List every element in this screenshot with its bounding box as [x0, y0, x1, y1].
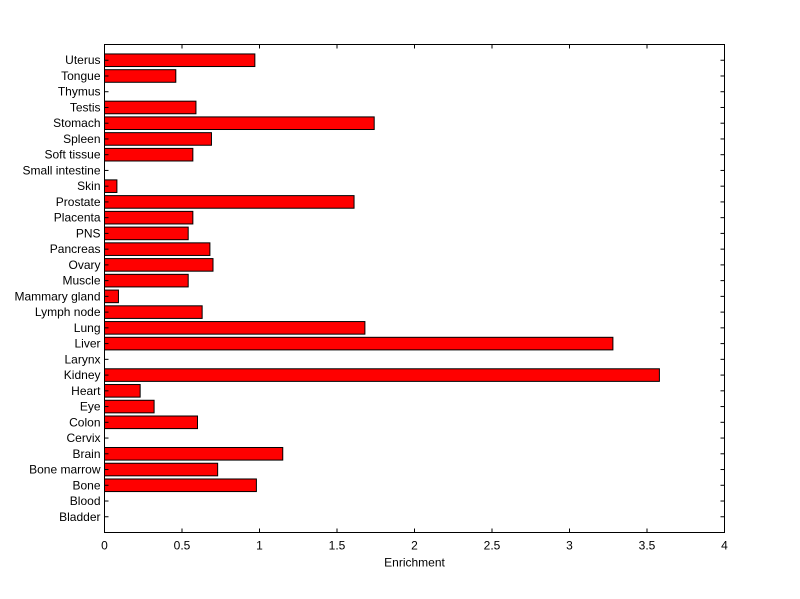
bar-prostate — [104, 195, 355, 209]
x-tick-label-0: 0 — [101, 539, 108, 553]
y-tick-label-muscle: Muscle — [62, 274, 100, 288]
y-tick-label-larynx: Larynx — [64, 352, 100, 366]
x-tick-label-6: 3 — [566, 539, 573, 553]
bar-pancreas — [104, 242, 211, 256]
bar-pns — [104, 226, 189, 241]
bar-tongue — [104, 69, 177, 83]
y-tick-label-pns: PNS — [76, 226, 101, 240]
y-tick-label-mammary-gland: Mammary gland — [14, 289, 100, 303]
bar-soft-tissue — [104, 147, 194, 162]
y-tick-label-testis: Testis — [70, 100, 101, 114]
x-tick-label-3: 1.5 — [329, 539, 346, 553]
bar-lung — [104, 321, 366, 335]
y-tick-label-colon: Colon — [69, 415, 100, 429]
bar-eye — [104, 399, 155, 414]
y-tick-label-uterus: Uterus — [65, 53, 100, 67]
bar-muscle — [104, 273, 189, 288]
y-tick-label-skin: Skin — [77, 179, 100, 193]
bar-spleen — [104, 132, 212, 146]
y-tick-label-placenta: Placenta — [54, 211, 101, 225]
x-tick-label-7: 3.5 — [639, 539, 656, 553]
bar-lymph-node — [104, 305, 203, 319]
y-tick-label-lymph-node: Lymph node — [35, 305, 101, 319]
y-tick-label-brain: Brain — [72, 447, 100, 461]
x-tick-label-4: 2 — [411, 539, 418, 553]
x-tick-label-1: 0.5 — [174, 539, 191, 553]
bar-stomach — [104, 116, 375, 131]
x-tick-labels: 0 0.5 1 1.5 2 2.5 3 3.5 4 — [101, 539, 728, 553]
axes-frame — [104, 44, 725, 533]
y-tick-label-small-intestine: Small intestine — [22, 163, 100, 177]
y-tick-label-soft-tissue: Soft tissue — [44, 148, 100, 162]
y-tick-label-blood: Blood — [70, 494, 101, 508]
axis-ticks — [104, 44, 725, 533]
bar-bone-marrow — [104, 462, 219, 477]
y-tick-label-lung: Lung — [74, 321, 101, 335]
bar-liver — [104, 336, 614, 351]
y-tick-label-tongue: Tongue — [61, 69, 101, 83]
x-tick-label-5: 2.5 — [484, 539, 501, 553]
y-tick-label-bone: Bone — [72, 478, 100, 492]
bar-testis — [104, 100, 197, 115]
bar-placenta — [104, 210, 194, 225]
y-tick-label-stomach: Stomach — [53, 116, 100, 130]
x-tick-label-2: 1 — [256, 539, 263, 553]
y-tick-label-bone-marrow: Bone marrow — [29, 463, 101, 477]
y-tick-label-cervix: Cervix — [66, 431, 100, 445]
bar-bone — [104, 478, 257, 493]
y-tick-label-liver: Liver — [74, 337, 100, 351]
y-tick-label-heart: Heart — [71, 384, 101, 398]
bar-brain — [104, 446, 284, 461]
y-tick-label-kidney: Kidney — [64, 368, 101, 382]
bar-kidney — [104, 368, 660, 382]
bar-heart — [104, 384, 141, 398]
bar-uterus — [104, 53, 256, 68]
y-tick-label-pancreas: Pancreas — [50, 242, 101, 256]
bar-ovary — [104, 258, 214, 272]
y-tick-label-spleen: Spleen — [63, 132, 100, 146]
x-tick-label-8: 4 — [721, 539, 728, 553]
y-tick-label-eye: Eye — [80, 400, 101, 414]
y-tick-label-prostate: Prostate — [56, 195, 101, 209]
y-tick-label-thymus: Thymus — [58, 85, 101, 99]
x-axis-label: Enrichment — [384, 556, 445, 570]
y-tick-label-ovary: Ovary — [68, 258, 100, 272]
y-tick-label-bladder: Bladder — [59, 510, 100, 524]
bar-colon — [104, 415, 198, 430]
